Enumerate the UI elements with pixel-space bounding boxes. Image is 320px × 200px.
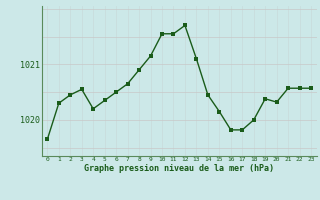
X-axis label: Graphe pression niveau de la mer (hPa): Graphe pression niveau de la mer (hPa)	[84, 164, 274, 173]
